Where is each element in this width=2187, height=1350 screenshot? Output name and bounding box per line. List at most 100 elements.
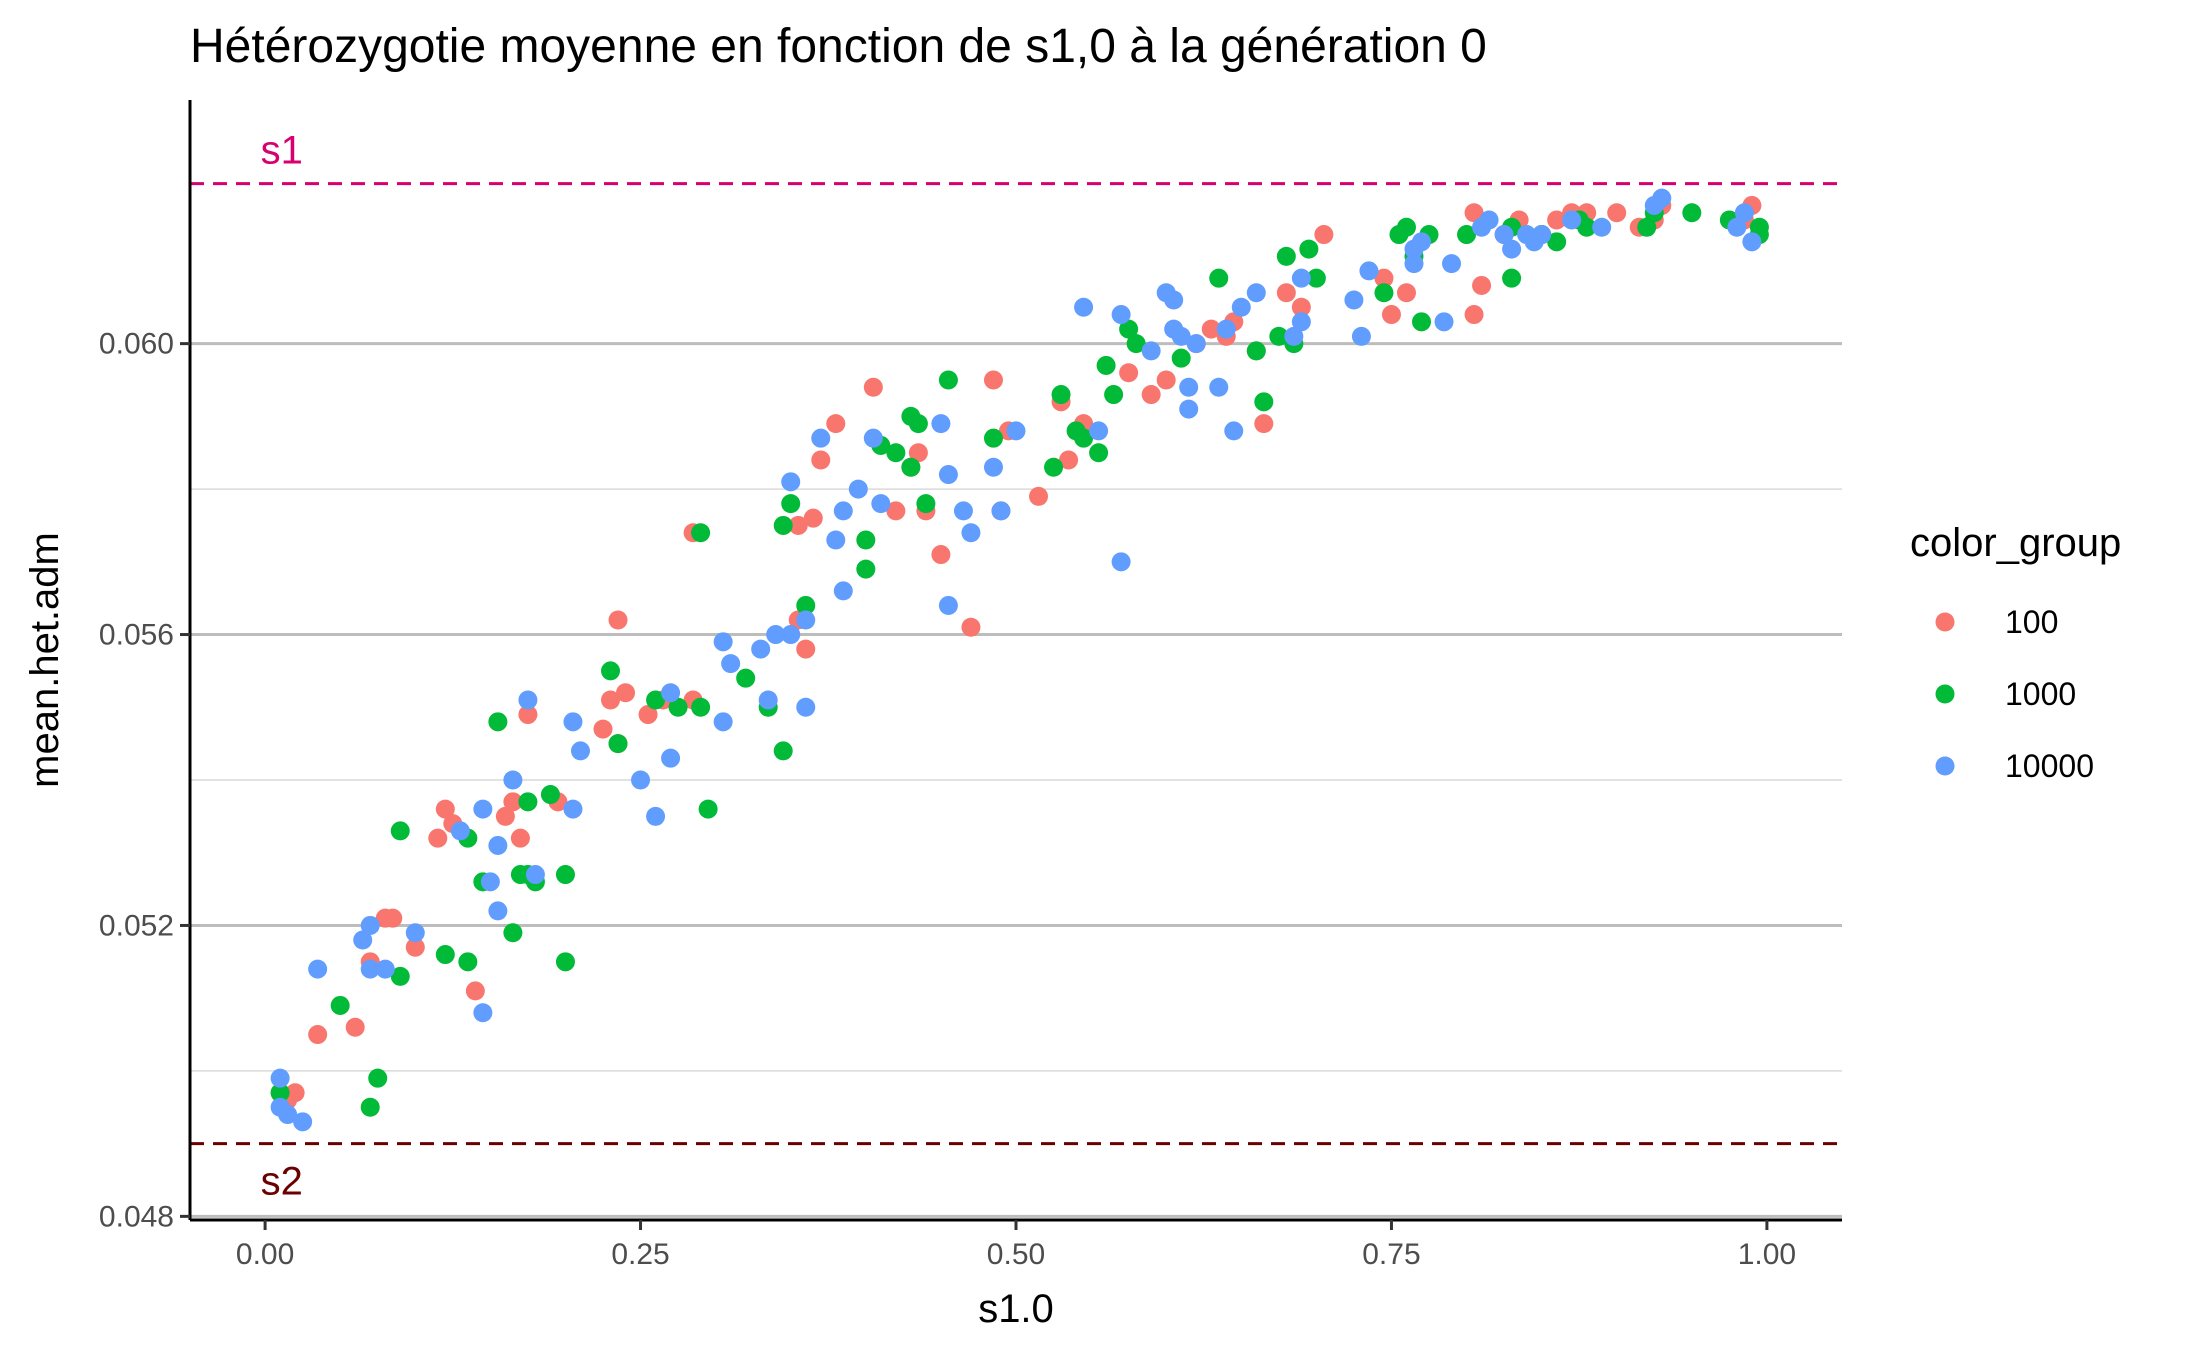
point-10000: [1442, 254, 1462, 274]
point-1000: [1577, 217, 1597, 237]
point-1000: [796, 595, 816, 615]
point-100: [1314, 225, 1334, 245]
point-1000: [1044, 457, 1064, 477]
point-1000: [555, 865, 575, 885]
legend-swatch-100: [1935, 612, 1955, 632]
point-100: [308, 1025, 328, 1045]
point-10000: [991, 501, 1011, 521]
legend: color_group 100 1000 10000: [1910, 521, 2121, 784]
point-10000: [360, 915, 380, 935]
point-1000: [1269, 326, 1289, 346]
point-10000: [646, 806, 666, 826]
point-10000: [278, 1105, 298, 1125]
point-1000: [1299, 239, 1319, 259]
point-10000: [1231, 297, 1251, 317]
point-100: [428, 828, 448, 848]
point-1000: [1502, 268, 1522, 288]
point-1000: [856, 530, 876, 550]
point-10000: [1164, 290, 1184, 310]
legend-label-100: 100: [2005, 604, 2058, 640]
point-10000: [796, 610, 816, 630]
point-1000: [1126, 334, 1146, 354]
point-1000: [1254, 392, 1274, 412]
point-100: [1156, 370, 1176, 390]
point-100: [1607, 203, 1627, 223]
point-10000: [525, 865, 545, 885]
point-1000: [908, 414, 928, 434]
point-1000: [1637, 217, 1657, 237]
point-10000: [1111, 305, 1131, 325]
point-1000: [736, 668, 756, 688]
point-1000: [540, 785, 560, 805]
point-10000: [1209, 377, 1229, 397]
point-10000: [631, 770, 651, 790]
point-1000: [503, 923, 523, 943]
point-10000: [353, 930, 373, 950]
point-100: [435, 799, 455, 819]
point-100: [495, 806, 515, 826]
point-10000: [751, 639, 771, 659]
point-100: [1141, 385, 1161, 405]
point-1000: [608, 734, 628, 754]
point-1000: [691, 523, 711, 543]
point-1000: [901, 457, 921, 477]
point-10000: [983, 457, 1003, 477]
point-10000: [1411, 232, 1431, 252]
point-100: [503, 792, 523, 812]
point-10000: [758, 690, 778, 710]
point-10000: [270, 1068, 290, 1088]
point-10000: [1291, 312, 1311, 332]
point-10000: [661, 683, 681, 703]
x-tick-label: 0.00: [236, 1238, 294, 1271]
point-10000: [1074, 297, 1094, 317]
point-10000: [450, 821, 470, 841]
point-100: [983, 370, 1003, 390]
point-100: [405, 937, 425, 957]
point-100: [796, 639, 816, 659]
point-10000: [713, 632, 733, 652]
point-100: [1254, 414, 1274, 434]
reference-lines: s1 s2: [190, 129, 1842, 1204]
point-10000: [953, 501, 973, 521]
point-10000: [826, 530, 846, 550]
point-1000: [886, 443, 906, 463]
point-1000: [1171, 348, 1191, 368]
point-100: [863, 377, 883, 397]
point-1000: [1682, 203, 1702, 223]
point-1000: [691, 697, 711, 717]
point-10000: [1186, 334, 1206, 354]
point-10000: [1179, 399, 1199, 419]
point-1000: [773, 741, 793, 761]
point-10000: [833, 581, 853, 601]
point-10000: [766, 625, 786, 645]
point-1000: [1089, 443, 1109, 463]
point-10000: [848, 479, 868, 499]
point-100: [803, 508, 823, 528]
point-10000: [570, 741, 590, 761]
point-10000: [563, 799, 583, 819]
point-10000: [781, 472, 801, 492]
point-100: [826, 414, 846, 434]
point-1000: [435, 945, 455, 965]
point-10000: [833, 501, 853, 521]
point-10000: [1652, 188, 1672, 208]
point-1000: [368, 1068, 388, 1088]
point-100: [1374, 268, 1394, 288]
reference-label-s1: s1: [261, 129, 303, 173]
point-100: [285, 1083, 305, 1103]
y-axis-title: mean.het.adm: [23, 532, 67, 788]
point-10000: [473, 799, 493, 819]
point-10000: [1224, 421, 1244, 441]
point-10000: [1479, 210, 1499, 230]
point-1000: [1051, 385, 1071, 405]
point-100: [931, 545, 951, 565]
point-10000: [863, 428, 883, 448]
point-10000: [1179, 377, 1199, 397]
point-10000: [796, 697, 816, 717]
point-1000: [856, 559, 876, 579]
point-10000: [1592, 217, 1612, 237]
point-1000: [601, 661, 621, 681]
point-1000: [646, 690, 666, 710]
legend-swatch-1000: [1935, 684, 1955, 704]
legend-label-1000: 1000: [2005, 676, 2076, 712]
